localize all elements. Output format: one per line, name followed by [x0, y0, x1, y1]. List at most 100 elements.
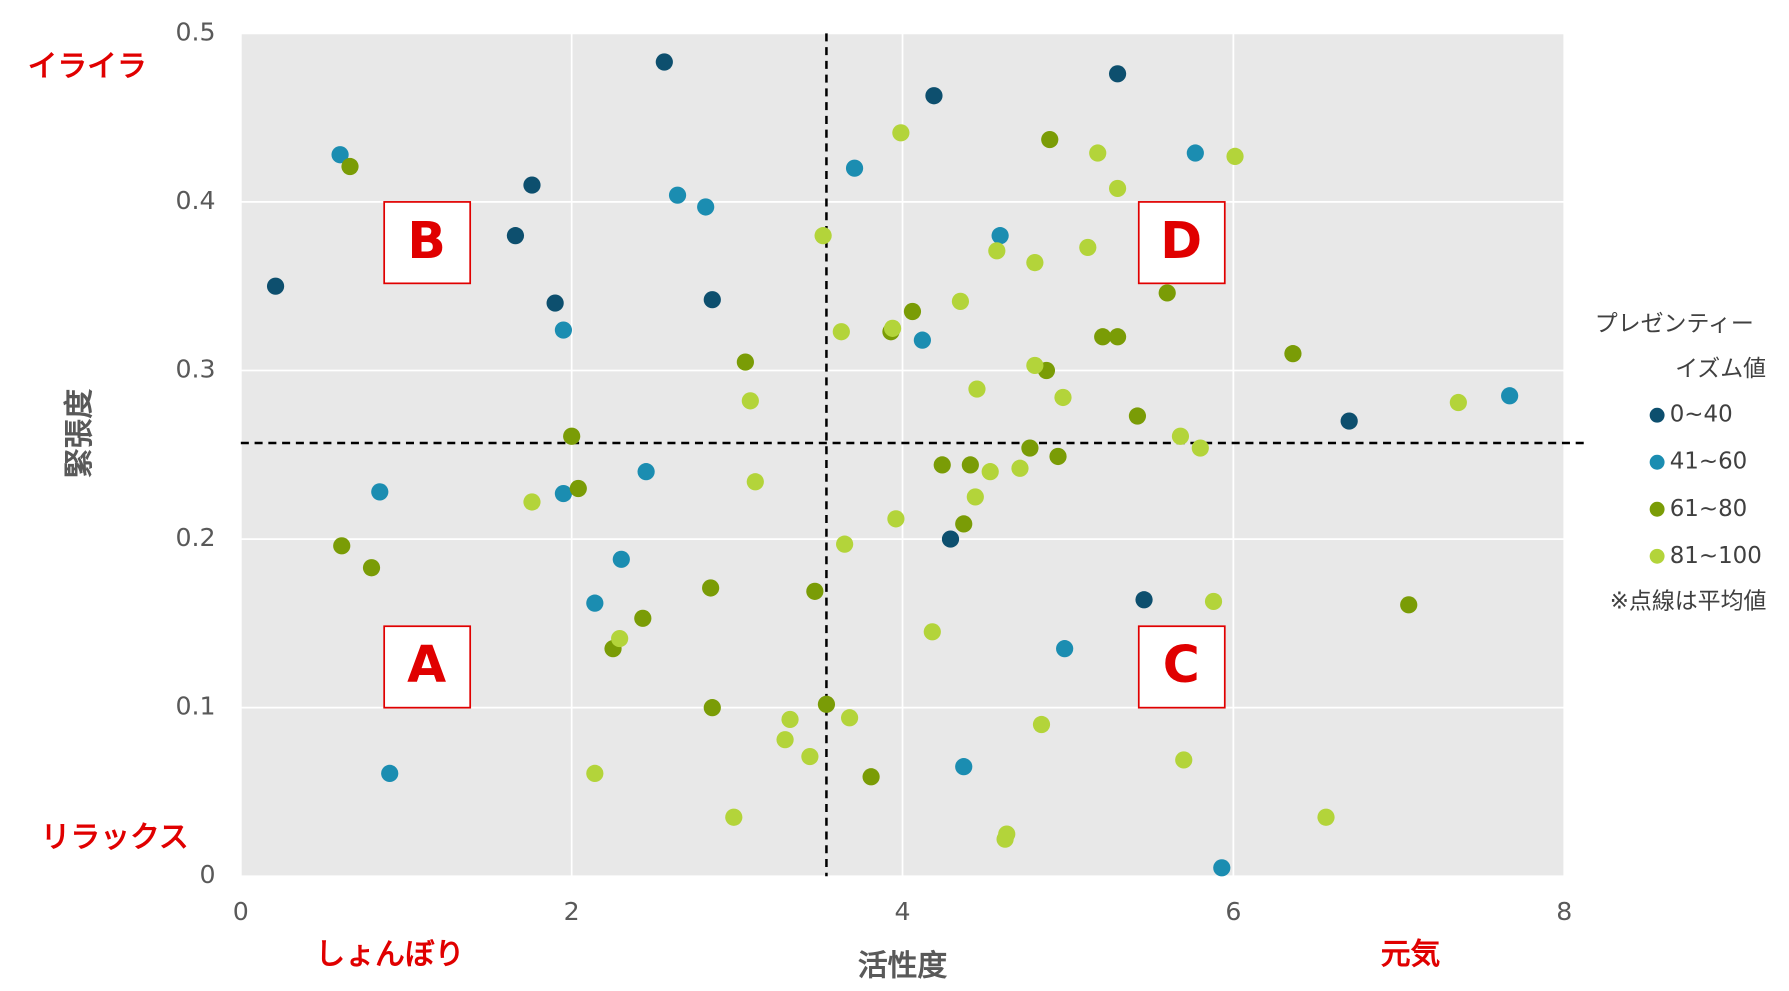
- point: [836, 535, 854, 553]
- point: [655, 53, 673, 71]
- point: [1400, 596, 1418, 614]
- legend-label: 81~100: [1670, 543, 1762, 569]
- point: [586, 764, 604, 783]
- point: [1049, 447, 1067, 466]
- point: [381, 764, 399, 783]
- legend-marker: [1649, 501, 1665, 517]
- point: [1089, 144, 1107, 162]
- legend-label: 0~40: [1670, 402, 1733, 428]
- point: [746, 473, 764, 491]
- quadrant-label: B: [407, 211, 445, 270]
- point: [966, 488, 984, 506]
- point: [362, 559, 381, 577]
- x-tick-label: 4: [895, 897, 911, 926]
- point: [546, 294, 564, 312]
- point: [1021, 439, 1039, 457]
- quadrant-a: A: [383, 625, 472, 709]
- point: [941, 530, 960, 548]
- x-tick-label: 2: [564, 897, 580, 926]
- point: [845, 159, 864, 177]
- point: [1340, 412, 1358, 430]
- point: [702, 579, 720, 597]
- quadrant-b: B: [383, 201, 472, 285]
- point: [955, 758, 973, 776]
- point: [1108, 65, 1127, 83]
- point: [1135, 591, 1153, 609]
- point: [923, 623, 941, 641]
- point: [968, 380, 986, 398]
- point: [961, 456, 979, 474]
- point: [703, 291, 721, 309]
- legend-marker: [1649, 548, 1665, 564]
- point: [988, 242, 1006, 260]
- point: [925, 87, 943, 105]
- y-tick-label: 0.1: [175, 692, 215, 721]
- point: [1026, 254, 1044, 272]
- point: [1501, 387, 1519, 405]
- point: [1054, 388, 1072, 407]
- point: [1191, 439, 1209, 457]
- point: [817, 695, 836, 713]
- point: [951, 292, 970, 310]
- point: [569, 479, 587, 498]
- y-tick-label: 0: [200, 860, 216, 889]
- point: [611, 629, 629, 648]
- point: [913, 331, 931, 349]
- point: [1317, 808, 1335, 826]
- quadrant-label: A: [407, 635, 446, 694]
- point: [554, 321, 573, 339]
- point: [523, 176, 541, 194]
- point: [1226, 147, 1244, 166]
- point: [331, 146, 349, 164]
- quadrant-d: D: [1137, 201, 1226, 285]
- point: [1108, 179, 1127, 198]
- point: [637, 463, 655, 481]
- point: [668, 186, 687, 204]
- point: [1026, 356, 1044, 375]
- point: [1186, 144, 1204, 162]
- point: [776, 731, 794, 749]
- point: [1011, 459, 1029, 477]
- point: [801, 747, 819, 766]
- point: [991, 227, 1009, 245]
- legend-marker: [1649, 407, 1665, 423]
- point: [697, 198, 715, 216]
- point: [1128, 407, 1147, 425]
- point: [892, 124, 910, 142]
- point: [933, 456, 951, 474]
- point: [781, 710, 799, 729]
- point: [903, 302, 922, 321]
- annotation: リラックス: [41, 820, 189, 855]
- point: [1284, 345, 1302, 363]
- legend-label: 61~80: [1670, 496, 1748, 522]
- quadrant-c: C: [1137, 625, 1226, 709]
- annotation: 元気: [1381, 937, 1441, 972]
- point: [1094, 328, 1112, 346]
- point: [884, 319, 902, 337]
- point: [725, 808, 743, 826]
- point: [1079, 238, 1097, 257]
- y-tick-label: 0.2: [175, 523, 215, 552]
- x-axis-label: 活性度: [858, 948, 948, 983]
- legend-title: プレゼンティー: [1595, 311, 1754, 337]
- point: [887, 510, 905, 528]
- annotation: イライラ: [28, 49, 147, 84]
- x-tick-label: 0: [233, 897, 249, 926]
- point: [563, 427, 581, 445]
- point: [506, 227, 525, 245]
- point: [554, 484, 573, 503]
- point: [634, 609, 652, 627]
- point: [1056, 640, 1074, 658]
- x-tick-label: 6: [1225, 897, 1241, 926]
- point: [1108, 328, 1127, 346]
- point: [333, 537, 351, 555]
- point: [814, 227, 832, 245]
- point: [955, 515, 973, 533]
- point: [1041, 130, 1059, 149]
- point: [341, 157, 359, 176]
- point: [612, 550, 630, 568]
- point: [1449, 393, 1467, 412]
- y-axis-label: 緊張度: [62, 389, 97, 479]
- annotation: しょんぼり: [315, 937, 464, 972]
